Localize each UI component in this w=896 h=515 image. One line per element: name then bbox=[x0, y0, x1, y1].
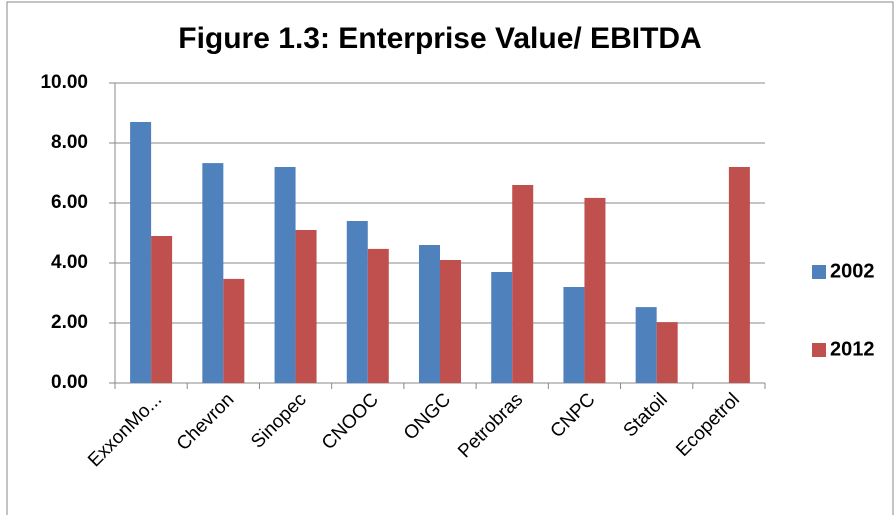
legend-label: 2012 bbox=[830, 338, 875, 360]
bar bbox=[563, 287, 585, 383]
bar bbox=[223, 278, 245, 383]
legend-swatch bbox=[812, 265, 826, 279]
bar bbox=[202, 163, 224, 383]
bar bbox=[130, 122, 152, 383]
bar bbox=[728, 167, 750, 383]
y-tick-label: 4.00 bbox=[51, 252, 88, 273]
y-tick-label: 8.00 bbox=[51, 132, 88, 153]
y-tick-label: 2.00 bbox=[51, 312, 88, 333]
legend-swatch bbox=[812, 343, 826, 357]
y-tick-label: 0.00 bbox=[51, 372, 88, 393]
chart-title: Figure 1.3: Enterprise Value/ EBITDA bbox=[178, 22, 701, 55]
bar bbox=[151, 236, 173, 383]
bar bbox=[512, 185, 534, 383]
bar bbox=[656, 322, 678, 383]
y-tick-label: 10.00 bbox=[40, 72, 88, 93]
bar bbox=[491, 272, 513, 383]
bar bbox=[440, 260, 461, 383]
bar bbox=[295, 230, 317, 383]
bar bbox=[367, 248, 389, 383]
bar bbox=[419, 245, 440, 383]
bar bbox=[635, 307, 657, 383]
bar bbox=[584, 197, 606, 383]
bar bbox=[346, 221, 368, 383]
y-tick-label: 6.00 bbox=[51, 192, 88, 213]
bar bbox=[274, 167, 296, 383]
legend-label: 2002 bbox=[830, 260, 875, 282]
